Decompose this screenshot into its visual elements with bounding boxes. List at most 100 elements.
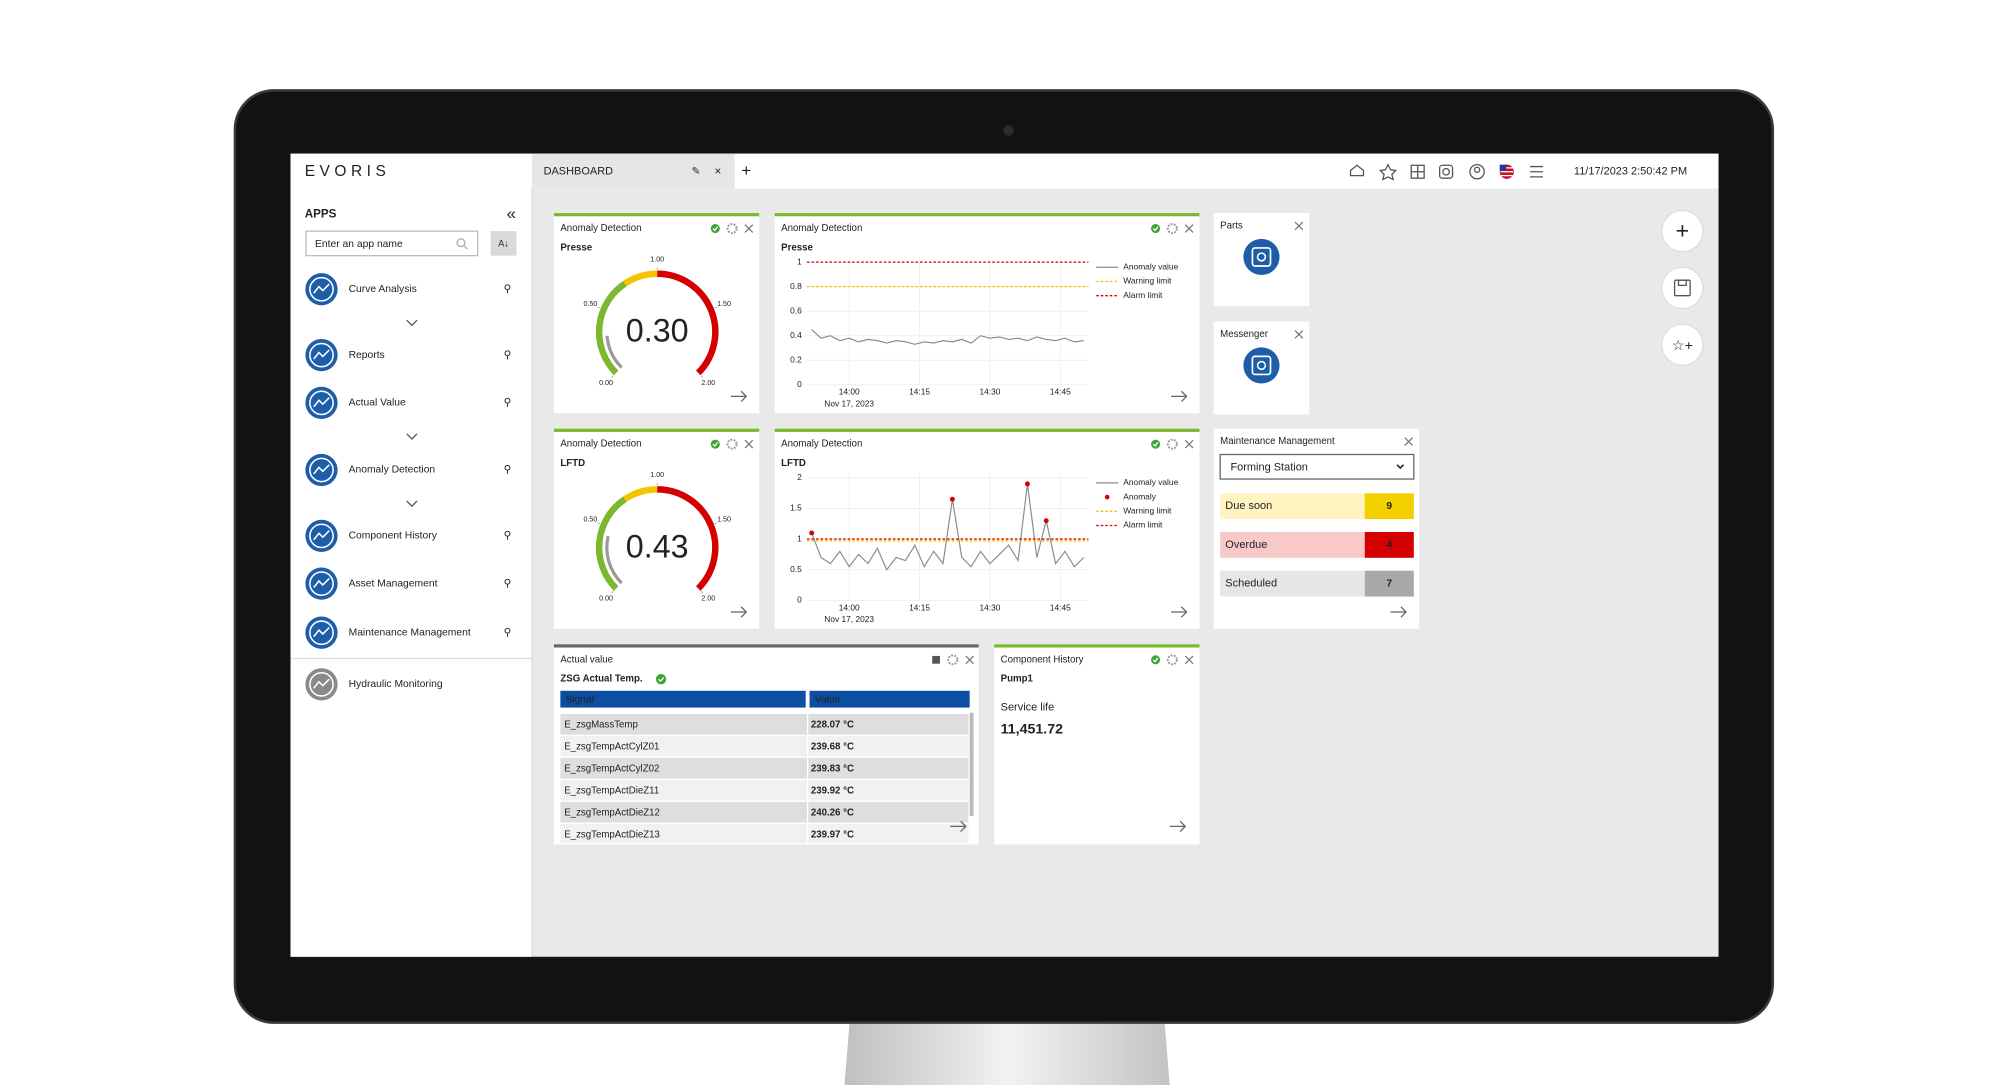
- dropdown-value[interactable]: Forming Station: [1230, 461, 1307, 473]
- status-row[interactable]: [1220, 531, 1365, 558]
- widget-title: Parts: [1220, 221, 1243, 232]
- settings-icon[interactable]: [1166, 438, 1178, 450]
- pin-icon[interactable]: ⚲: [504, 465, 512, 476]
- widget-card: [774, 213, 1200, 414]
- app-label[interactable]: Hydraulic Monitoring: [349, 679, 443, 690]
- tab-edit[interactable]: ✎: [692, 166, 701, 177]
- open-arrow[interactable]: [1171, 606, 1188, 618]
- table-header: [809, 690, 970, 708]
- close-icon[interactable]: [1184, 439, 1194, 449]
- x-tick-label: 14:15: [909, 602, 930, 612]
- close-icon[interactable]: [965, 655, 974, 665]
- expand-chevron[interactable]: [406, 319, 418, 327]
- save-button[interactable]: [1661, 266, 1704, 310]
- scan-icon[interactable]: [1438, 164, 1454, 179]
- signal-value: 239.97 °C: [811, 829, 854, 840]
- settings-icon[interactable]: [947, 654, 959, 666]
- gauge-value: 0.30: [626, 313, 689, 349]
- x-tick-label: 14:30: [979, 387, 1000, 397]
- gauge-tick-label: 1.00: [650, 255, 664, 263]
- open-arrow[interactable]: [730, 606, 748, 618]
- open-arrow[interactable]: [1171, 390, 1188, 403]
- x-sublabel: Nov 17, 2023: [824, 398, 874, 408]
- messenger-icon[interactable]: [1243, 347, 1280, 384]
- icon-glyph: [1256, 360, 1267, 371]
- user-icon[interactable]: [1469, 163, 1485, 180]
- table-row: [560, 735, 969, 757]
- collapse-button[interactable]: «: [507, 204, 516, 223]
- tab-close[interactable]: ×: [714, 165, 721, 178]
- legend-label: Anomaly value: [1123, 477, 1178, 487]
- close-icon[interactable]: [1294, 330, 1304, 339]
- close-icon[interactable]: [744, 224, 754, 233]
- pin-icon[interactable]: ⚲: [504, 578, 512, 589]
- app-list: Curve Analysis ⚲ Reports ⚲ Actual Value ⚲ Anom…: [290, 273, 532, 701]
- settings-icon[interactable]: [1166, 654, 1178, 666]
- app-label[interactable]: Curve Analysis: [349, 284, 417, 295]
- gauge-tick: [700, 591, 704, 594]
- close-icon[interactable]: [1294, 221, 1304, 231]
- tab-label[interactable]: DASHBOARD: [544, 166, 614, 178]
- legend-label: Anomaly: [1123, 491, 1156, 501]
- info-icon[interactable]: [932, 655, 940, 664]
- anomaly-marker: [1025, 481, 1030, 487]
- app-label[interactable]: Reports: [349, 350, 385, 361]
- app-label[interactable]: Asset Management: [349, 578, 438, 589]
- pin-icon[interactable]: ⚲: [504, 531, 512, 542]
- open-arrow[interactable]: [950, 820, 967, 832]
- y-tick-label: 2: [797, 472, 802, 482]
- settings-icon[interactable]: [726, 223, 738, 235]
- expand-chevron[interactable]: [406, 500, 418, 508]
- search-placeholder[interactable]: Enter an app name: [315, 239, 403, 250]
- home-icon[interactable]: [1349, 164, 1365, 177]
- close-icon[interactable]: [1184, 224, 1194, 233]
- app-label[interactable]: Component History: [349, 531, 438, 542]
- add-button[interactable]: [1661, 209, 1704, 253]
- sort-button[interactable]: [490, 231, 517, 256]
- gauge-indicator: [605, 535, 623, 585]
- menu-icon[interactable]: [1530, 165, 1543, 178]
- close-icon[interactable]: [744, 439, 754, 449]
- dropdown[interactable]: [1219, 453, 1415, 480]
- pin-icon[interactable]: ⚲: [504, 398, 512, 409]
- tab-add[interactable]: +: [741, 161, 751, 180]
- pin-icon[interactable]: ⚲: [504, 627, 512, 638]
- column-header: Signal: [566, 695, 595, 706]
- open-arrow[interactable]: [730, 390, 748, 403]
- app-icon-ring: [309, 457, 334, 483]
- gauge-band: [657, 486, 719, 591]
- settings-icon[interactable]: [1166, 223, 1178, 235]
- close-icon[interactable]: [1404, 437, 1413, 446]
- close-icon[interactable]: [1184, 655, 1194, 665]
- search-box[interactable]: [305, 230, 479, 257]
- tab[interactable]: [531, 153, 735, 189]
- status-row[interactable]: [1220, 493, 1365, 520]
- widget-title: Anomaly Detection: [781, 439, 862, 450]
- favorite-button[interactable]: [1661, 323, 1704, 367]
- pin-icon[interactable]: ⚲: [504, 284, 512, 295]
- x-tick-label: 14:45: [1050, 602, 1071, 612]
- logo: EVORIS: [305, 163, 391, 180]
- datetime: 11/17/2023 2:50:42 PM: [1574, 166, 1687, 178]
- widget-top-border: [553, 644, 979, 648]
- settings-icon[interactable]: [726, 438, 738, 450]
- app-glyph: [313, 283, 330, 294]
- app-label[interactable]: Actual Value: [349, 398, 406, 409]
- app-label[interactable]: Maintenance Management: [349, 627, 471, 638]
- parts-icon[interactable]: [1243, 238, 1280, 276]
- table-row: [560, 757, 969, 779]
- open-arrow[interactable]: [1169, 820, 1187, 832]
- expand-chevron[interactable]: [406, 433, 418, 440]
- table-header: [560, 690, 806, 708]
- sidebar-title: APPS: [305, 207, 337, 220]
- star-icon[interactable]: [1378, 163, 1398, 181]
- signal-name: E_zsgMassTemp: [564, 720, 638, 731]
- gauge-tick-label: 1.50: [717, 516, 731, 524]
- icon-glyph: [1256, 252, 1267, 262]
- metric-value: 11,451.72: [1001, 721, 1063, 737]
- app-label[interactable]: Anomaly Detection: [349, 465, 436, 476]
- pin-icon[interactable]: ⚲: [504, 350, 512, 361]
- status-row[interactable]: [1220, 570, 1365, 597]
- open-arrow[interactable]: [1390, 606, 1407, 618]
